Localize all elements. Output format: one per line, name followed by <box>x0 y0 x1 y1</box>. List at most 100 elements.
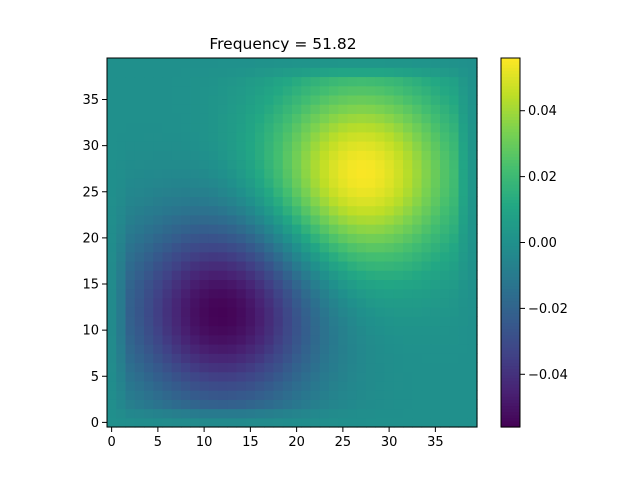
heatmap-cell <box>329 150 339 161</box>
heatmap-cell <box>134 85 145 96</box>
heatmap-cell <box>356 58 367 68</box>
heatmap-cell <box>375 233 386 244</box>
heatmap-cell <box>467 279 478 290</box>
colorbar-segment <box>501 107 520 111</box>
heatmap-cell <box>144 177 154 188</box>
heatmap-cell <box>338 177 349 188</box>
heatmap-cell <box>356 122 367 133</box>
heatmap-cell <box>134 159 145 170</box>
heatmap-cell <box>125 399 136 410</box>
heatmap-cell <box>282 417 293 428</box>
heatmap-cell <box>199 242 210 253</box>
heatmap-cell <box>255 408 265 419</box>
heatmap-cell <box>190 113 201 124</box>
heatmap-cell <box>107 362 117 373</box>
heatmap-cell <box>245 76 256 87</box>
heatmap-cell <box>227 122 238 133</box>
heatmap-cell <box>245 224 256 234</box>
heatmap-cell <box>384 399 395 410</box>
heatmap-cell <box>449 150 460 161</box>
heatmap-cell <box>301 76 312 87</box>
heatmap-cell <box>282 67 293 78</box>
heatmap-cell <box>181 168 191 179</box>
heatmap-cell <box>153 224 164 234</box>
heatmap-cell <box>116 187 127 197</box>
heatmap-cell <box>190 399 201 410</box>
colorbar-segment <box>501 196 520 201</box>
heatmap-cell <box>329 325 339 336</box>
heatmap-cell <box>116 168 127 179</box>
heatmap-cell <box>171 380 182 391</box>
heatmap-cell <box>384 67 395 78</box>
heatmap-cell <box>310 279 321 290</box>
heatmap-cell <box>218 288 228 299</box>
heatmap-cell <box>218 371 228 382</box>
heatmap-cell <box>338 233 349 244</box>
heatmap-cell <box>162 343 173 354</box>
heatmap-cell <box>107 380 117 391</box>
heatmap-cell <box>255 104 265 114</box>
heatmap-cell <box>245 122 256 133</box>
heatmap-cell <box>236 150 247 161</box>
heatmap-cell <box>430 141 441 151</box>
heatmap-cell <box>375 224 386 234</box>
heatmap-cell <box>319 67 330 78</box>
heatmap-cell <box>181 260 191 271</box>
heatmap-cell <box>292 380 302 391</box>
colorbar-segment <box>501 211 520 216</box>
heatmap-cell <box>245 279 256 290</box>
heatmap-cell <box>356 325 367 336</box>
heatmap-cell <box>338 67 349 78</box>
heatmap-cell <box>366 224 376 234</box>
colorbar-segment <box>501 297 520 302</box>
heatmap-cell <box>393 196 404 207</box>
heatmap-cell <box>218 67 228 78</box>
heatmap-cell <box>421 131 432 142</box>
heatmap-cell <box>356 168 367 179</box>
y-tick-label: 35 <box>82 93 99 108</box>
heatmap-cell <box>384 131 395 142</box>
heatmap-cell <box>421 408 432 419</box>
heatmap-cell <box>199 177 210 188</box>
heatmap-cell <box>393 316 404 327</box>
heatmap-cell <box>282 168 293 179</box>
heatmap-cell <box>366 417 376 428</box>
heatmap-cell <box>208 390 219 400</box>
colorbar-segment <box>501 417 520 422</box>
heatmap-cell <box>162 94 173 105</box>
heatmap-cell <box>199 371 210 382</box>
heatmap-cell <box>190 85 201 96</box>
heatmap-cell <box>171 307 182 317</box>
heatmap-cell <box>356 288 367 299</box>
heatmap-cell <box>273 224 284 234</box>
heatmap-cell <box>181 251 191 262</box>
heatmap-cell <box>107 233 117 244</box>
heatmap-cell <box>273 214 284 225</box>
heatmap-cell <box>125 279 136 290</box>
heatmap-cell <box>403 113 413 124</box>
heatmap-cell <box>171 362 182 373</box>
heatmap-cell <box>227 270 238 280</box>
y-tick-label: 5 <box>91 370 99 385</box>
heatmap-cell <box>458 371 469 382</box>
heatmap-cell <box>227 224 238 234</box>
heatmap-cell <box>375 113 386 124</box>
heatmap-cell <box>181 279 191 290</box>
heatmap-cell <box>107 224 117 234</box>
heatmap-cell <box>375 399 386 410</box>
heatmap-cell <box>301 380 312 391</box>
heatmap-cell <box>144 122 154 133</box>
heatmap-cell <box>366 251 376 262</box>
heatmap-cell <box>144 205 154 216</box>
heatmap-cell <box>107 58 117 68</box>
heatmap-cell <box>403 260 413 271</box>
heatmap-cell <box>440 343 450 354</box>
heatmap-cell <box>171 224 182 234</box>
heatmap-cell <box>181 113 191 124</box>
heatmap-cell <box>356 205 367 216</box>
heatmap-cell <box>227 67 238 78</box>
heatmap-cell <box>190 307 201 317</box>
heatmap-cell <box>292 141 302 151</box>
heatmap-cell <box>393 307 404 317</box>
heatmap-cell <box>338 214 349 225</box>
